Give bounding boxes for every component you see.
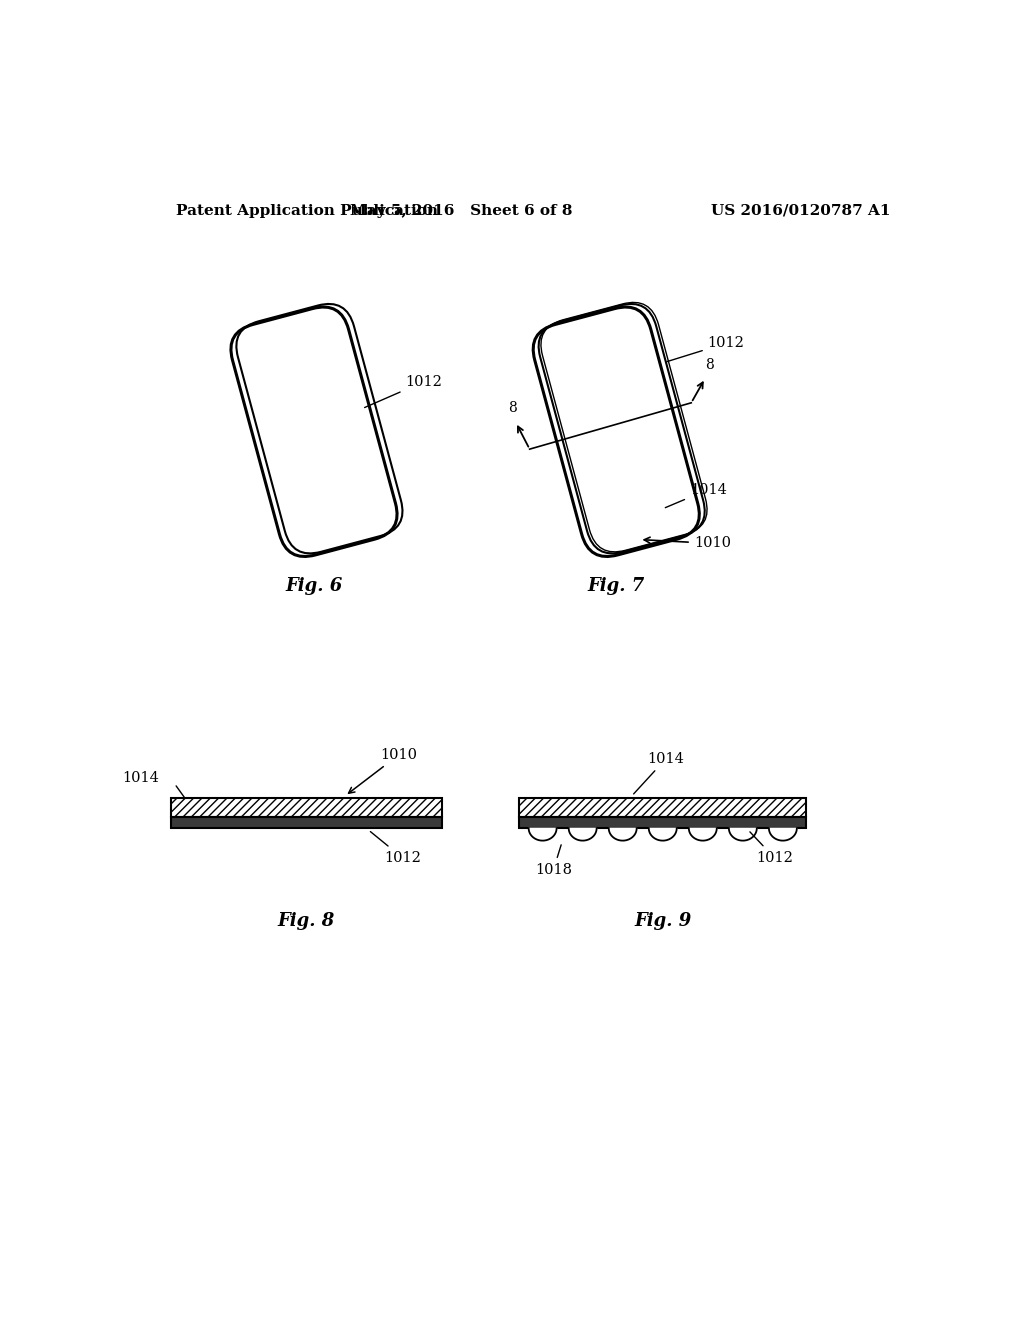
Bar: [519, 817, 806, 829]
Text: 1014: 1014: [666, 483, 727, 508]
Text: 1018: 1018: [535, 845, 571, 876]
Polygon shape: [689, 829, 717, 841]
Polygon shape: [528, 829, 557, 841]
Text: 8: 8: [508, 401, 517, 416]
FancyBboxPatch shape: [230, 308, 397, 557]
Text: US 2016/0120787 A1: US 2016/0120787 A1: [711, 203, 890, 218]
Text: Fig. 9: Fig. 9: [634, 912, 691, 929]
Text: 8: 8: [705, 358, 714, 372]
Polygon shape: [608, 829, 637, 841]
Text: 1012: 1012: [667, 337, 744, 362]
Text: May 5, 2016   Sheet 6 of 8: May 5, 2016 Sheet 6 of 8: [350, 203, 572, 218]
Text: 1014: 1014: [634, 752, 684, 793]
Text: 1012: 1012: [750, 832, 793, 865]
Bar: [171, 817, 442, 829]
Text: 1012: 1012: [371, 832, 421, 865]
Text: Fig. 7: Fig. 7: [588, 577, 645, 595]
Text: 1010: 1010: [348, 748, 417, 793]
Polygon shape: [769, 829, 797, 841]
Text: 1014: 1014: [122, 771, 159, 785]
Polygon shape: [649, 829, 677, 841]
Bar: [519, 797, 806, 817]
Text: 1012: 1012: [365, 375, 442, 408]
Bar: [171, 797, 442, 817]
FancyBboxPatch shape: [534, 308, 699, 557]
Text: Fig. 8: Fig. 8: [278, 912, 335, 929]
Text: Fig. 6: Fig. 6: [286, 577, 343, 595]
Text: Patent Application Publication: Patent Application Publication: [176, 203, 438, 218]
Text: 1010: 1010: [644, 536, 731, 550]
Polygon shape: [568, 829, 597, 841]
Polygon shape: [729, 829, 757, 841]
